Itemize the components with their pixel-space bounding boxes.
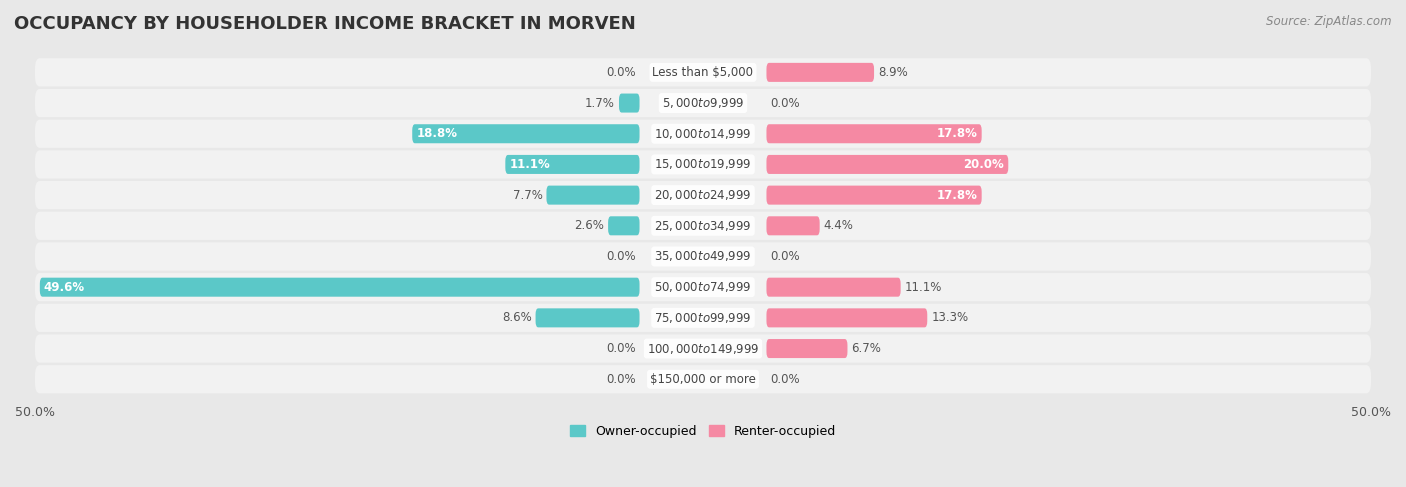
FancyBboxPatch shape xyxy=(609,216,640,235)
FancyBboxPatch shape xyxy=(35,335,1371,363)
FancyBboxPatch shape xyxy=(39,278,640,297)
Text: $10,000 to $14,999: $10,000 to $14,999 xyxy=(654,127,752,141)
Text: 13.3%: 13.3% xyxy=(931,311,969,324)
Text: $35,000 to $49,999: $35,000 to $49,999 xyxy=(654,249,752,263)
FancyBboxPatch shape xyxy=(547,186,640,205)
FancyBboxPatch shape xyxy=(619,94,640,112)
Text: 17.8%: 17.8% xyxy=(936,127,977,140)
Text: 20.0%: 20.0% xyxy=(963,158,1004,171)
Text: 0.0%: 0.0% xyxy=(606,373,636,386)
FancyBboxPatch shape xyxy=(766,308,928,327)
Text: 11.1%: 11.1% xyxy=(509,158,550,171)
Text: OCCUPANCY BY HOUSEHOLDER INCOME BRACKET IN MORVEN: OCCUPANCY BY HOUSEHOLDER INCOME BRACKET … xyxy=(14,15,636,33)
FancyBboxPatch shape xyxy=(35,89,1371,117)
Text: 0.0%: 0.0% xyxy=(770,250,800,263)
Text: $100,000 to $149,999: $100,000 to $149,999 xyxy=(647,341,759,356)
FancyBboxPatch shape xyxy=(35,365,1371,393)
Text: 7.7%: 7.7% xyxy=(513,188,543,202)
Text: 8.6%: 8.6% xyxy=(502,311,531,324)
FancyBboxPatch shape xyxy=(766,155,1008,174)
FancyBboxPatch shape xyxy=(412,124,640,143)
FancyBboxPatch shape xyxy=(766,216,820,235)
Text: $150,000 or more: $150,000 or more xyxy=(650,373,756,386)
Text: 4.4%: 4.4% xyxy=(824,219,853,232)
Legend: Owner-occupied, Renter-occupied: Owner-occupied, Renter-occupied xyxy=(565,420,841,443)
Text: 49.6%: 49.6% xyxy=(44,281,84,294)
Text: 11.1%: 11.1% xyxy=(904,281,942,294)
Text: 1.7%: 1.7% xyxy=(585,96,614,110)
Text: $20,000 to $24,999: $20,000 to $24,999 xyxy=(654,188,752,202)
FancyBboxPatch shape xyxy=(505,155,640,174)
FancyBboxPatch shape xyxy=(35,181,1371,209)
Text: $15,000 to $19,999: $15,000 to $19,999 xyxy=(654,157,752,171)
Text: 8.9%: 8.9% xyxy=(879,66,908,79)
Text: 2.6%: 2.6% xyxy=(574,219,605,232)
FancyBboxPatch shape xyxy=(766,63,875,82)
FancyBboxPatch shape xyxy=(35,212,1371,240)
FancyBboxPatch shape xyxy=(766,339,848,358)
Text: Source: ZipAtlas.com: Source: ZipAtlas.com xyxy=(1267,15,1392,28)
FancyBboxPatch shape xyxy=(766,278,901,297)
Text: Less than $5,000: Less than $5,000 xyxy=(652,66,754,79)
Text: $5,000 to $9,999: $5,000 to $9,999 xyxy=(662,96,744,110)
Text: 0.0%: 0.0% xyxy=(770,373,800,386)
FancyBboxPatch shape xyxy=(536,308,640,327)
Text: 0.0%: 0.0% xyxy=(606,66,636,79)
FancyBboxPatch shape xyxy=(35,150,1371,179)
Text: $75,000 to $99,999: $75,000 to $99,999 xyxy=(654,311,752,325)
FancyBboxPatch shape xyxy=(35,243,1371,271)
FancyBboxPatch shape xyxy=(766,124,981,143)
Text: 6.7%: 6.7% xyxy=(852,342,882,355)
FancyBboxPatch shape xyxy=(766,186,981,205)
Text: 18.8%: 18.8% xyxy=(416,127,457,140)
Text: 0.0%: 0.0% xyxy=(606,342,636,355)
FancyBboxPatch shape xyxy=(35,273,1371,301)
Text: $25,000 to $34,999: $25,000 to $34,999 xyxy=(654,219,752,233)
FancyBboxPatch shape xyxy=(35,58,1371,87)
FancyBboxPatch shape xyxy=(35,304,1371,332)
FancyBboxPatch shape xyxy=(35,120,1371,148)
Text: 17.8%: 17.8% xyxy=(936,188,977,202)
Text: 0.0%: 0.0% xyxy=(770,96,800,110)
Text: 0.0%: 0.0% xyxy=(606,250,636,263)
Text: $50,000 to $74,999: $50,000 to $74,999 xyxy=(654,280,752,294)
